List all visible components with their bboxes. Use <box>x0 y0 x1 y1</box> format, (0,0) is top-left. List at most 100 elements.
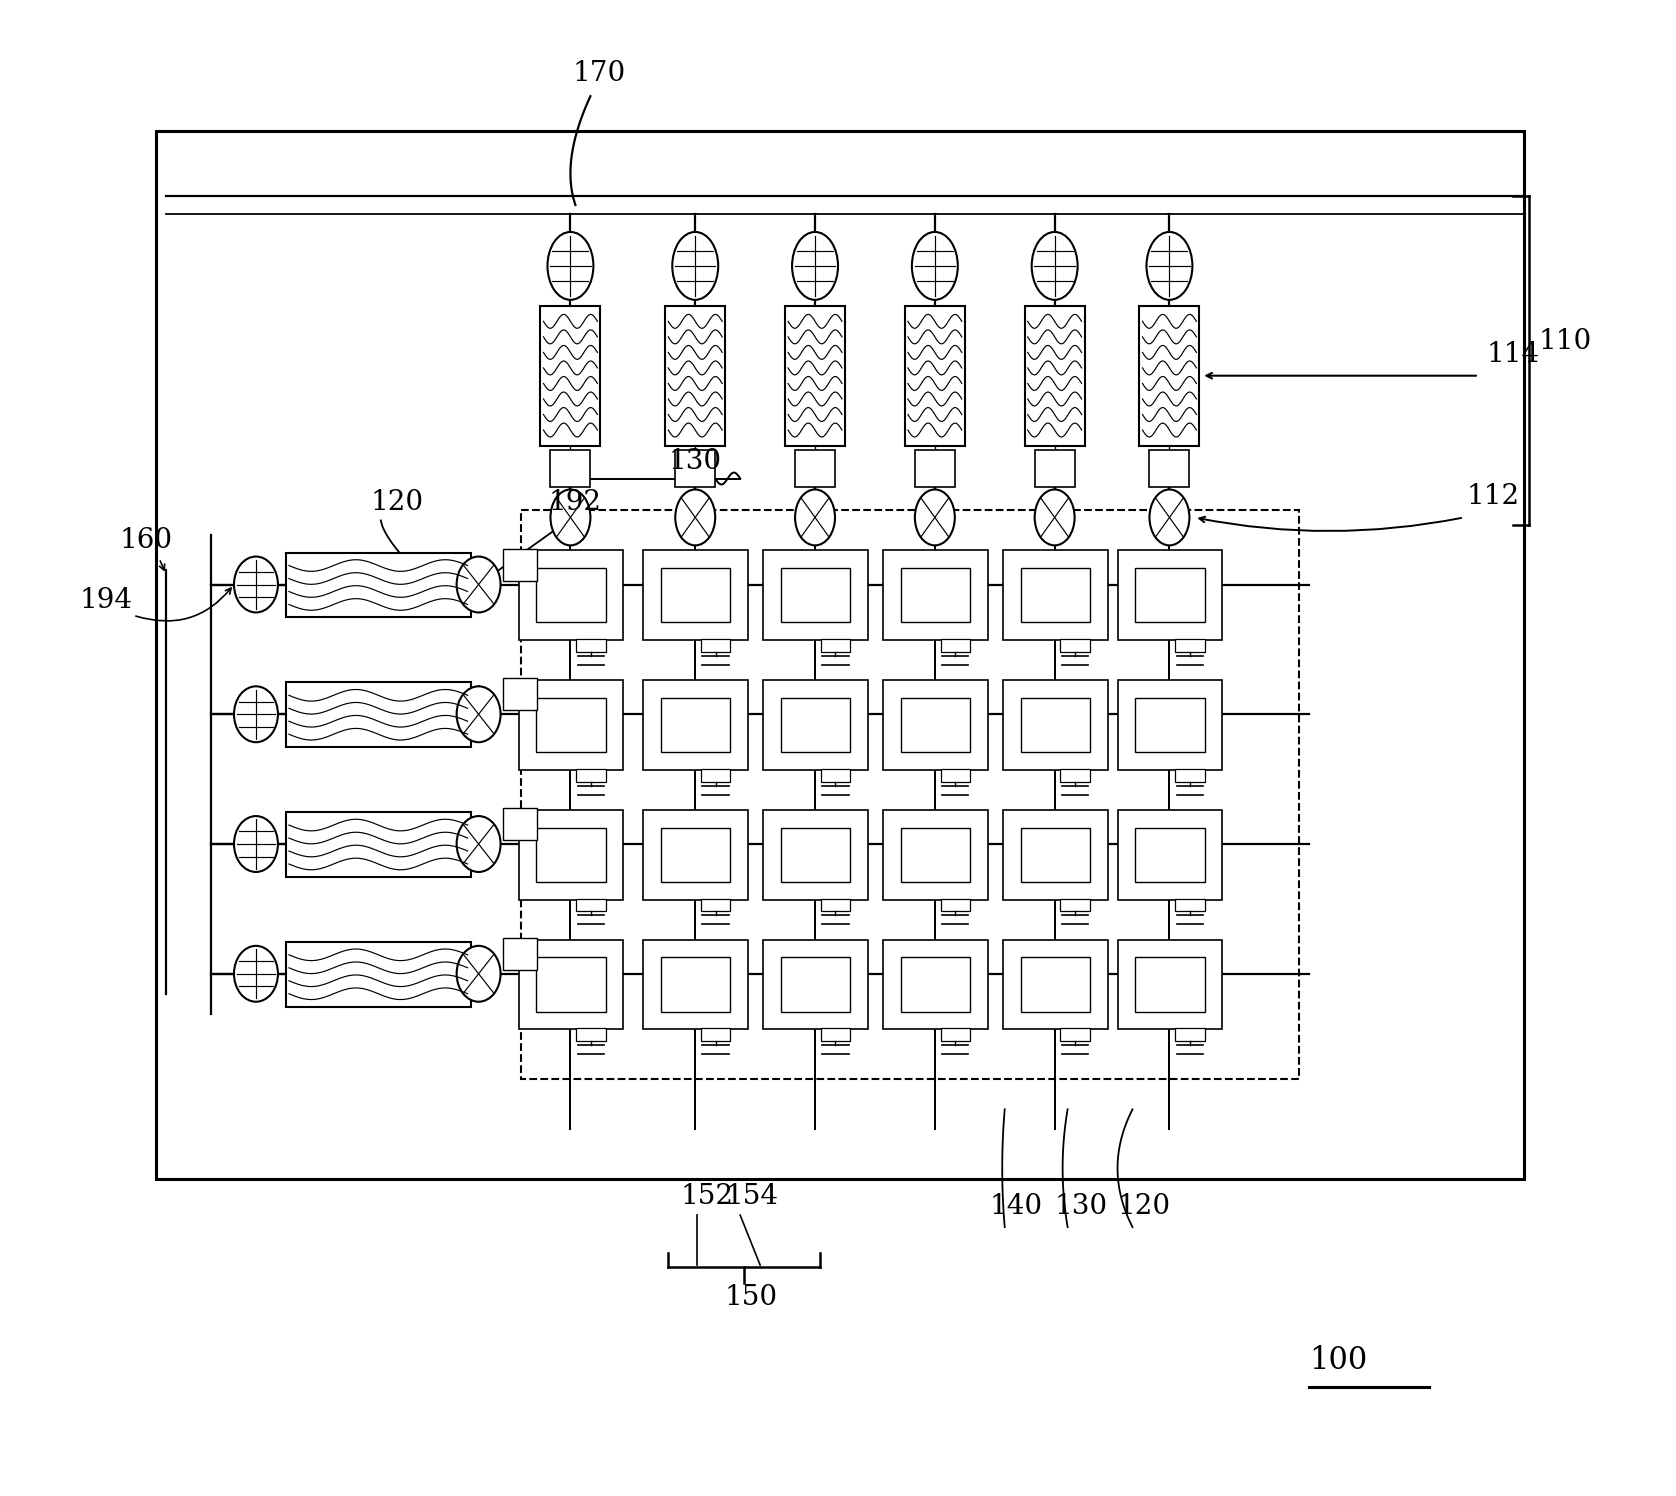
Bar <box>763 809 868 899</box>
Bar <box>1021 568 1089 622</box>
Ellipse shape <box>675 489 716 546</box>
Text: 170: 170 <box>573 60 625 87</box>
Bar <box>781 827 850 883</box>
Bar <box>503 808 538 841</box>
Bar <box>660 699 731 752</box>
Bar <box>1135 699 1205 752</box>
Text: 194: 194 <box>79 588 132 615</box>
Ellipse shape <box>456 687 501 742</box>
Ellipse shape <box>456 945 501 1002</box>
Bar <box>784 305 845 446</box>
Bar <box>1034 450 1074 488</box>
Bar <box>821 639 850 652</box>
Bar <box>821 1028 850 1041</box>
Bar <box>660 568 731 622</box>
Bar <box>503 678 538 711</box>
Bar <box>1118 551 1222 640</box>
Bar <box>701 1028 731 1041</box>
Text: 120: 120 <box>1118 1194 1170 1221</box>
Text: 154: 154 <box>726 1183 778 1210</box>
Bar <box>701 899 731 911</box>
Bar <box>940 639 970 652</box>
Bar <box>536 827 605 883</box>
Bar <box>518 551 623 640</box>
Bar <box>287 682 471 747</box>
Bar <box>1150 450 1190 488</box>
Ellipse shape <box>793 232 838 299</box>
Bar <box>503 549 538 580</box>
Text: 150: 150 <box>724 1284 778 1310</box>
Ellipse shape <box>794 489 835 546</box>
Bar <box>1140 305 1200 446</box>
Bar <box>156 132 1523 1179</box>
Bar <box>665 305 726 446</box>
Bar <box>518 939 623 1029</box>
Bar <box>660 957 731 1011</box>
Bar <box>781 699 850 752</box>
Bar <box>1118 939 1222 1029</box>
Text: 140: 140 <box>991 1194 1042 1221</box>
Bar <box>577 769 605 781</box>
Bar <box>1002 551 1108 640</box>
Bar <box>1175 899 1205 911</box>
Ellipse shape <box>550 489 590 546</box>
Bar <box>287 552 471 618</box>
Bar <box>915 450 955 488</box>
Bar <box>1061 639 1089 652</box>
Bar <box>883 939 987 1029</box>
Bar <box>1175 769 1205 781</box>
Bar <box>287 812 471 877</box>
Ellipse shape <box>672 232 719 299</box>
Bar <box>1118 681 1222 770</box>
Bar <box>518 681 623 770</box>
Bar <box>763 939 868 1029</box>
Text: 120: 120 <box>370 489 424 516</box>
Bar <box>940 899 970 911</box>
Ellipse shape <box>235 687 278 742</box>
Bar <box>1061 899 1089 911</box>
Bar <box>763 681 868 770</box>
Bar <box>518 809 623 899</box>
Bar <box>1175 639 1205 652</box>
Bar <box>644 809 747 899</box>
Bar <box>521 510 1299 1080</box>
Bar <box>577 639 605 652</box>
Bar <box>1021 827 1089 883</box>
Bar <box>781 568 850 622</box>
Bar <box>1118 809 1222 899</box>
Bar <box>900 957 970 1011</box>
Bar <box>536 957 605 1011</box>
Ellipse shape <box>1146 232 1192 299</box>
Bar <box>1024 305 1084 446</box>
Bar <box>905 305 965 446</box>
Text: 130: 130 <box>1054 1194 1108 1221</box>
Bar <box>1021 957 1089 1011</box>
Bar <box>900 827 970 883</box>
Text: 112: 112 <box>1466 483 1520 510</box>
Bar <box>1002 809 1108 899</box>
Ellipse shape <box>1032 232 1078 299</box>
Bar <box>1021 699 1089 752</box>
Bar <box>644 551 747 640</box>
Bar <box>577 899 605 911</box>
Ellipse shape <box>235 945 278 1002</box>
Bar <box>644 681 747 770</box>
Bar <box>763 551 868 640</box>
Bar <box>781 957 850 1011</box>
Bar <box>503 938 538 969</box>
Bar <box>287 942 471 1007</box>
Text: 152: 152 <box>680 1183 734 1210</box>
Bar <box>1135 568 1205 622</box>
Text: 160: 160 <box>119 528 173 555</box>
Bar <box>1061 1028 1089 1041</box>
Bar <box>883 551 987 640</box>
Ellipse shape <box>456 817 501 872</box>
Ellipse shape <box>235 817 278 872</box>
Bar <box>701 769 731 781</box>
Ellipse shape <box>1034 489 1074 546</box>
Ellipse shape <box>548 232 593 299</box>
Bar <box>940 1028 970 1041</box>
Bar <box>644 939 747 1029</box>
Bar <box>536 699 605 752</box>
Bar <box>1135 957 1205 1011</box>
